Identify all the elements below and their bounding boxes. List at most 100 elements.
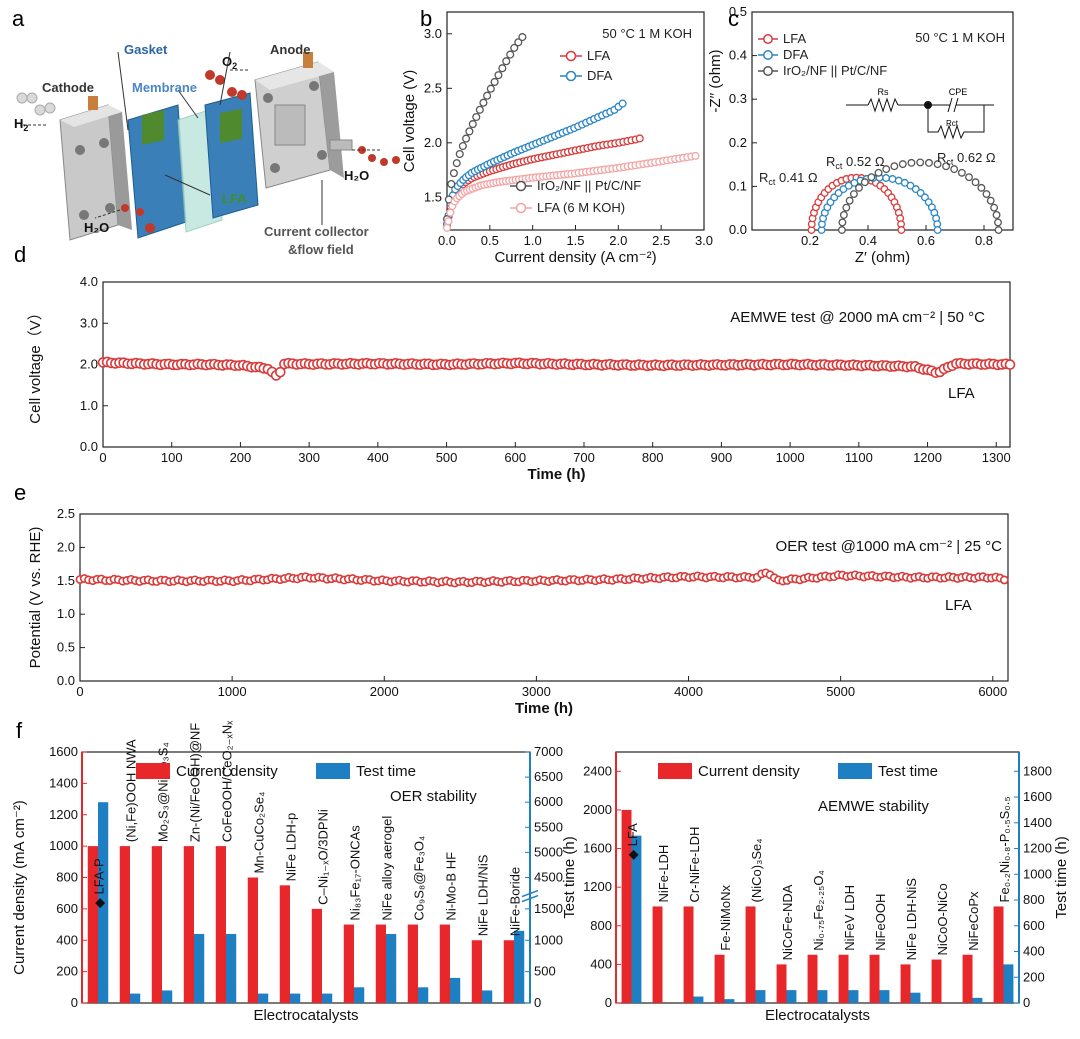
collector-label-2: &flow field — [288, 242, 354, 257]
chart-c-point-2 — [839, 211, 848, 219]
chart-f2-category-label: Fe-NiMoNx — [718, 885, 733, 951]
chart-f1-ylabel: Current density (mA cm⁻²) — [11, 800, 28, 975]
chart-c-point-2 — [860, 178, 869, 187]
chart-f2-bar-current — [621, 809, 632, 1003]
chart-f1-bar-time — [258, 993, 269, 1003]
chart-d-title: AEMWE test @ 2000 mA cm⁻² | 50 °C — [730, 309, 985, 326]
chart-b-xtick-label: 1.0 — [524, 233, 542, 248]
chart-b-legend-label-3: LFA (6 M KOH) — [537, 200, 625, 215]
circuit-rct-label: Rct — [946, 119, 959, 128]
chart-f1-ytick-label: 800 — [56, 870, 78, 885]
chart-f1-bar-time — [98, 802, 109, 1003]
chart-f2-category-label: ◆ LFA — [625, 823, 640, 860]
chart-f2-bar-time — [755, 990, 766, 1003]
o2-label: O2 — [222, 54, 237, 71]
chart-b-point-3 — [446, 208, 455, 217]
chart-f1-bar-time — [450, 977, 461, 1003]
chart-b-point-3 — [691, 151, 700, 160]
chart-f2-ytick-label: 1200 — [583, 879, 612, 894]
chart-d-ytick-label: 2.0 — [80, 357, 98, 372]
chart-f2-bar-current — [714, 954, 725, 1003]
chart-b-point-2 — [486, 84, 495, 93]
chart-c-point-2 — [950, 165, 959, 174]
chart-f2-bar-time — [786, 990, 797, 1003]
chart-c-point-2 — [925, 158, 933, 167]
chart-f2-category-label: NiFeOOH — [873, 894, 888, 951]
h2-label: H2 — [14, 116, 28, 133]
chart-c-point-2 — [994, 218, 1002, 227]
membrane-label: Membrane — [132, 80, 197, 95]
chart-c-xtick-label: 0.4 — [859, 233, 877, 248]
chart-d-xtick-label: 800 — [642, 450, 664, 465]
anode-label: Anode — [270, 42, 310, 57]
molecules — [16, 70, 400, 233]
chart-f1-axis-break-2 — [521, 894, 539, 903]
lfa-leader — [164, 174, 211, 196]
chart-c-point-2 — [867, 173, 876, 182]
chart-e-xtick-label: 4000 — [674, 684, 703, 699]
chart-b-point-1 — [618, 99, 627, 108]
chart-d-xtick-label: 600 — [504, 450, 526, 465]
chart-c-ytick-label: 0.3 — [729, 91, 747, 106]
chart-f1-axis-break-1 — [521, 889, 539, 898]
chart-f1-ytick-label: 0 — [71, 995, 78, 1010]
chart-b-title: 50 °C 1 M KOH — [602, 26, 692, 41]
chart-e-xtick-label: 2000 — [370, 684, 399, 699]
chart-e-frame — [79, 513, 1009, 682]
chart-c-point-2 — [990, 203, 999, 212]
chart-e-ytick-label: 0.0 — [57, 673, 75, 688]
chart-c-point-2 — [849, 190, 858, 198]
chart-c-point-2 — [957, 168, 966, 177]
chart-f2-y2tick-label: 400 — [1023, 944, 1045, 959]
chart-f2-legend-time-swatch — [838, 763, 872, 779]
panel-label-d: d — [14, 242, 26, 267]
chart-d-ylabel: Cell voltage（V） — [27, 305, 44, 423]
chart-f2-legend-current-swatch — [658, 763, 692, 779]
chart-c-frame — [751, 11, 1014, 231]
gasket-leader-2 — [219, 51, 231, 106]
chart-b-ytick-label: 2.5 — [424, 80, 442, 95]
chart-f2-category-label: NiFeV LDH — [842, 885, 857, 951]
chart-b-legend-label-0: LFA — [587, 48, 610, 63]
chart-e-series-label: LFA — [945, 597, 972, 614]
chart-f1-bar-time — [194, 933, 205, 1003]
chart-f2-y2tick-label: 1000 — [1023, 866, 1052, 881]
chart-f1-legend-current-swatch — [136, 763, 170, 779]
chart-f2-bar-current — [683, 906, 694, 1003]
chart-f2-bar-time — [693, 996, 704, 1003]
chart-f2-y2tick-label: 200 — [1023, 969, 1045, 984]
chart-f1-y2tick-label: 0 — [534, 995, 541, 1010]
membrane-leader — [177, 89, 199, 119]
chart-d-xtick-label: 900 — [711, 450, 733, 465]
chart-f2-bar-time — [879, 990, 890, 1003]
chart-f2-category-label: Cr-NiFe-LDH — [687, 827, 702, 903]
h2o-in-arrow — [94, 209, 121, 219]
chart-c-point-2 — [933, 160, 942, 169]
chart-f1-y2tick-label: 1500 — [534, 901, 563, 916]
chart-b-xtick-label: 1.5 — [566, 233, 584, 248]
chart-f2-bar-current — [807, 954, 818, 1003]
panel-label-a: a — [12, 6, 25, 31]
chart-c-point-1 — [882, 174, 891, 182]
chart-e-point — [999, 575, 1009, 585]
chart-f2-y2tick-label: 800 — [1023, 892, 1045, 907]
chart-b-ylabel: Cell voltage (V) — [401, 70, 418, 173]
chart-b-point-2 — [465, 127, 474, 136]
chart-f2-ytick-label: 1600 — [583, 841, 612, 856]
chart-f2-category-label: Ni₀.₇₅Fe₂.₂₅O₄ — [811, 870, 826, 951]
chart-f1-y2tick-label: 1000 — [534, 932, 563, 947]
chart-c-legend-marker-0 — [763, 34, 773, 44]
chart-f1-ytick-label: 200 — [56, 964, 78, 979]
chart-c-point-2 — [845, 196, 854, 205]
chart-f1-y2tick-label: 7000 — [534, 744, 563, 759]
chart-c-point-2 — [898, 160, 907, 169]
chart-d-xtick-label: 1100 — [845, 450, 873, 465]
chart-f2-ytick-label: 400 — [590, 956, 612, 971]
chart-b-point-2 — [514, 38, 523, 47]
circuit-rs-resistor — [867, 97, 899, 113]
chart-f1-bar-current — [471, 940, 482, 1003]
chart-f1-bar-time — [386, 933, 397, 1003]
chart-d-xtick-label: 1200 — [913, 450, 942, 465]
chart-c-point-2 — [837, 226, 846, 234]
